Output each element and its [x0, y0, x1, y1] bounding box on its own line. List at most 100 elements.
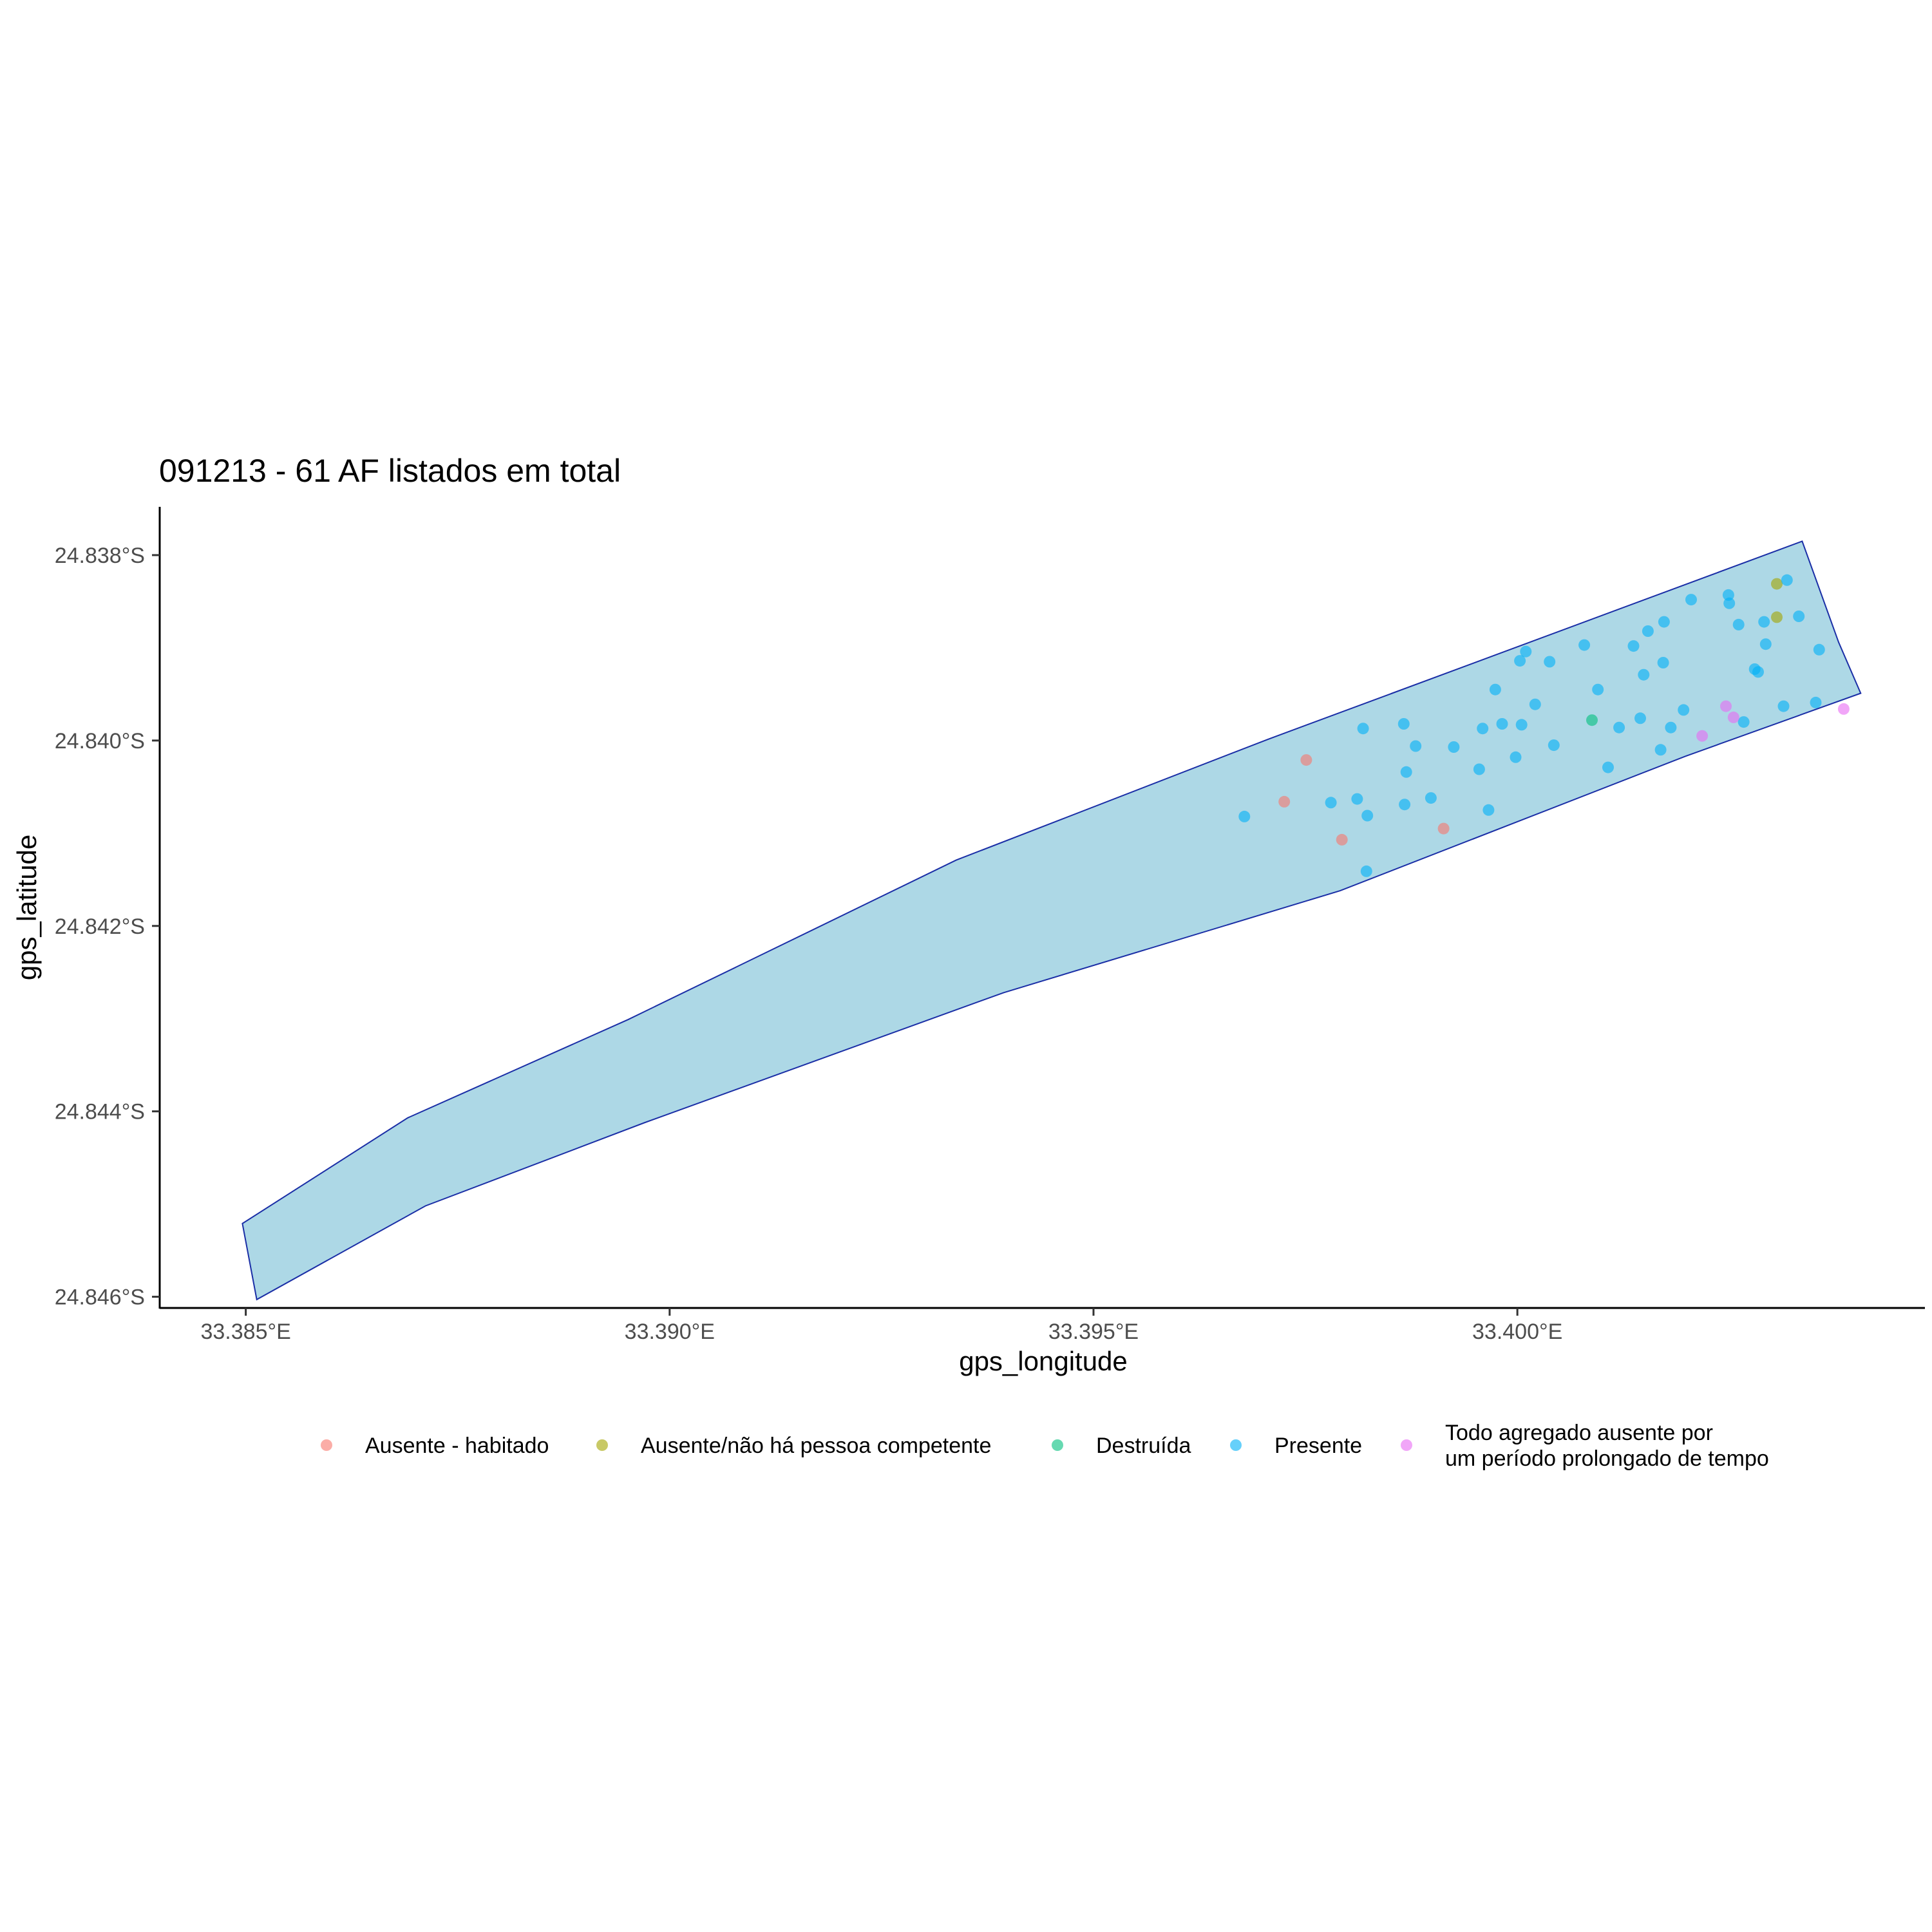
- y-tick-label: 24.842°S: [55, 914, 145, 939]
- data-point: [1678, 704, 1690, 716]
- data-point: [1515, 719, 1528, 731]
- x-tick-label: 33.395°E: [1048, 1320, 1139, 1344]
- x-tick-label: 33.400°E: [1472, 1320, 1562, 1344]
- data-point: [1360, 865, 1372, 877]
- data-point: [1613, 721, 1625, 734]
- data-point: [1837, 703, 1850, 715]
- points-layer: [1238, 574, 1850, 877]
- x-tick-label: 33.385°E: [200, 1320, 290, 1344]
- data-point: [1627, 640, 1640, 652]
- data-point: [1759, 638, 1772, 650]
- legend-label: Destruída: [1096, 1434, 1191, 1458]
- data-point: [1658, 616, 1670, 628]
- legend-key: [321, 1439, 332, 1451]
- data-point: [1399, 799, 1411, 811]
- data-point: [1397, 718, 1410, 730]
- data-point: [1238, 810, 1251, 822]
- data-point: [1473, 763, 1485, 775]
- legend-key: [1230, 1439, 1242, 1451]
- y-tick-label: 24.844°S: [55, 1100, 145, 1124]
- data-point: [1777, 700, 1790, 712]
- chart-title: 091213 - 61 AF listados em total: [159, 453, 621, 489]
- legend-key: [1052, 1439, 1063, 1451]
- data-point: [1400, 766, 1412, 778]
- legend-item: Todo agregado ausente por um período prol…: [1401, 1421, 1769, 1471]
- data-point: [1738, 716, 1750, 728]
- data-point: [1410, 740, 1422, 752]
- data-point: [1758, 616, 1770, 628]
- data-point: [1781, 574, 1793, 586]
- series-2: [1586, 714, 1598, 726]
- data-point: [1720, 700, 1732, 712]
- axes: 33.385°E 33.390°E 33.395°E 33.400°E 24.838°…: [55, 507, 1925, 1344]
- data-point: [1586, 714, 1598, 726]
- legend-label: Ausente/não há pessoa competente: [641, 1434, 991, 1458]
- data-point: [1325, 797, 1337, 809]
- data-point: [1810, 696, 1822, 708]
- legend-key: [596, 1439, 608, 1451]
- legend-item: Destruída: [1052, 1434, 1191, 1458]
- data-point: [1529, 698, 1541, 710]
- data-point: [1336, 833, 1348, 846]
- data-point: [1634, 712, 1646, 724]
- data-point: [1578, 639, 1591, 651]
- data-point: [1496, 718, 1508, 730]
- data-point: [1793, 611, 1805, 622]
- data-point: [1448, 741, 1460, 753]
- data-point: [1489, 683, 1501, 696]
- series-3: [1238, 574, 1825, 877]
- data-point: [1685, 594, 1697, 606]
- data-point: [1425, 792, 1437, 804]
- data-point: [1771, 578, 1783, 590]
- series-1: [1771, 578, 1783, 623]
- x-tick-label: 33.390°E: [625, 1320, 715, 1344]
- data-point: [1510, 751, 1522, 763]
- plot-panel: [242, 540, 1862, 1301]
- y-axis-title: gps_latitude: [12, 835, 42, 981]
- data-point: [1638, 668, 1650, 681]
- data-point: [1602, 761, 1614, 773]
- data-point: [1357, 723, 1369, 735]
- legend-key: [1401, 1439, 1412, 1451]
- data-point: [1520, 645, 1532, 658]
- data-point: [1654, 744, 1667, 756]
- y-axis-ticks: 24.838°S 24.840°S 24.842°S 24.844°S 24.846°S: [55, 544, 160, 1310]
- y-tick-label: 24.840°S: [55, 729, 145, 753]
- legend-label: Presente: [1274, 1434, 1362, 1458]
- x-axis-ticks: 33.385°E 33.390°E 33.395°E 33.400°E: [200, 1308, 1562, 1344]
- data-point: [1514, 655, 1526, 667]
- data-point: [1437, 822, 1450, 835]
- data-point: [1548, 739, 1560, 752]
- data-point: [1752, 666, 1764, 678]
- data-point: [1300, 754, 1312, 766]
- data-point: [1727, 711, 1739, 723]
- boundary-layer: [242, 540, 1862, 1301]
- data-point: [1813, 643, 1825, 656]
- data-point: [1278, 795, 1291, 808]
- series-4: [1696, 700, 1850, 742]
- legend: Ausente - habitado Ausente/não há pessoa …: [321, 1421, 1769, 1471]
- data-point: [1361, 810, 1374, 822]
- data-point: [1657, 657, 1669, 668]
- data-point: [1544, 656, 1556, 668]
- legend-label: Ausente - habitado: [365, 1434, 549, 1458]
- data-point: [1477, 723, 1489, 735]
- series-0: [1278, 754, 1450, 846]
- data-point: [1732, 618, 1745, 630]
- y-tick-label: 24.846°S: [55, 1285, 145, 1310]
- legend-item: Ausente - habitado: [321, 1434, 549, 1458]
- data-point: [1771, 611, 1783, 623]
- data-point: [1696, 730, 1709, 742]
- legend-item: Presente: [1230, 1434, 1362, 1458]
- data-point: [1665, 721, 1677, 734]
- data-point: [1642, 625, 1654, 637]
- legend-label: Todo agregado ausente por um período prol…: [1445, 1421, 1769, 1471]
- boundary-polygon: [242, 540, 1862, 1301]
- data-point: [1592, 683, 1604, 696]
- x-axis-title: gps_longitude: [959, 1346, 1128, 1376]
- data-point: [1482, 804, 1495, 816]
- y-tick-label: 24.838°S: [55, 544, 145, 568]
- legend-item: Ausente/não há pessoa competente: [596, 1434, 991, 1458]
- data-point: [1351, 793, 1363, 805]
